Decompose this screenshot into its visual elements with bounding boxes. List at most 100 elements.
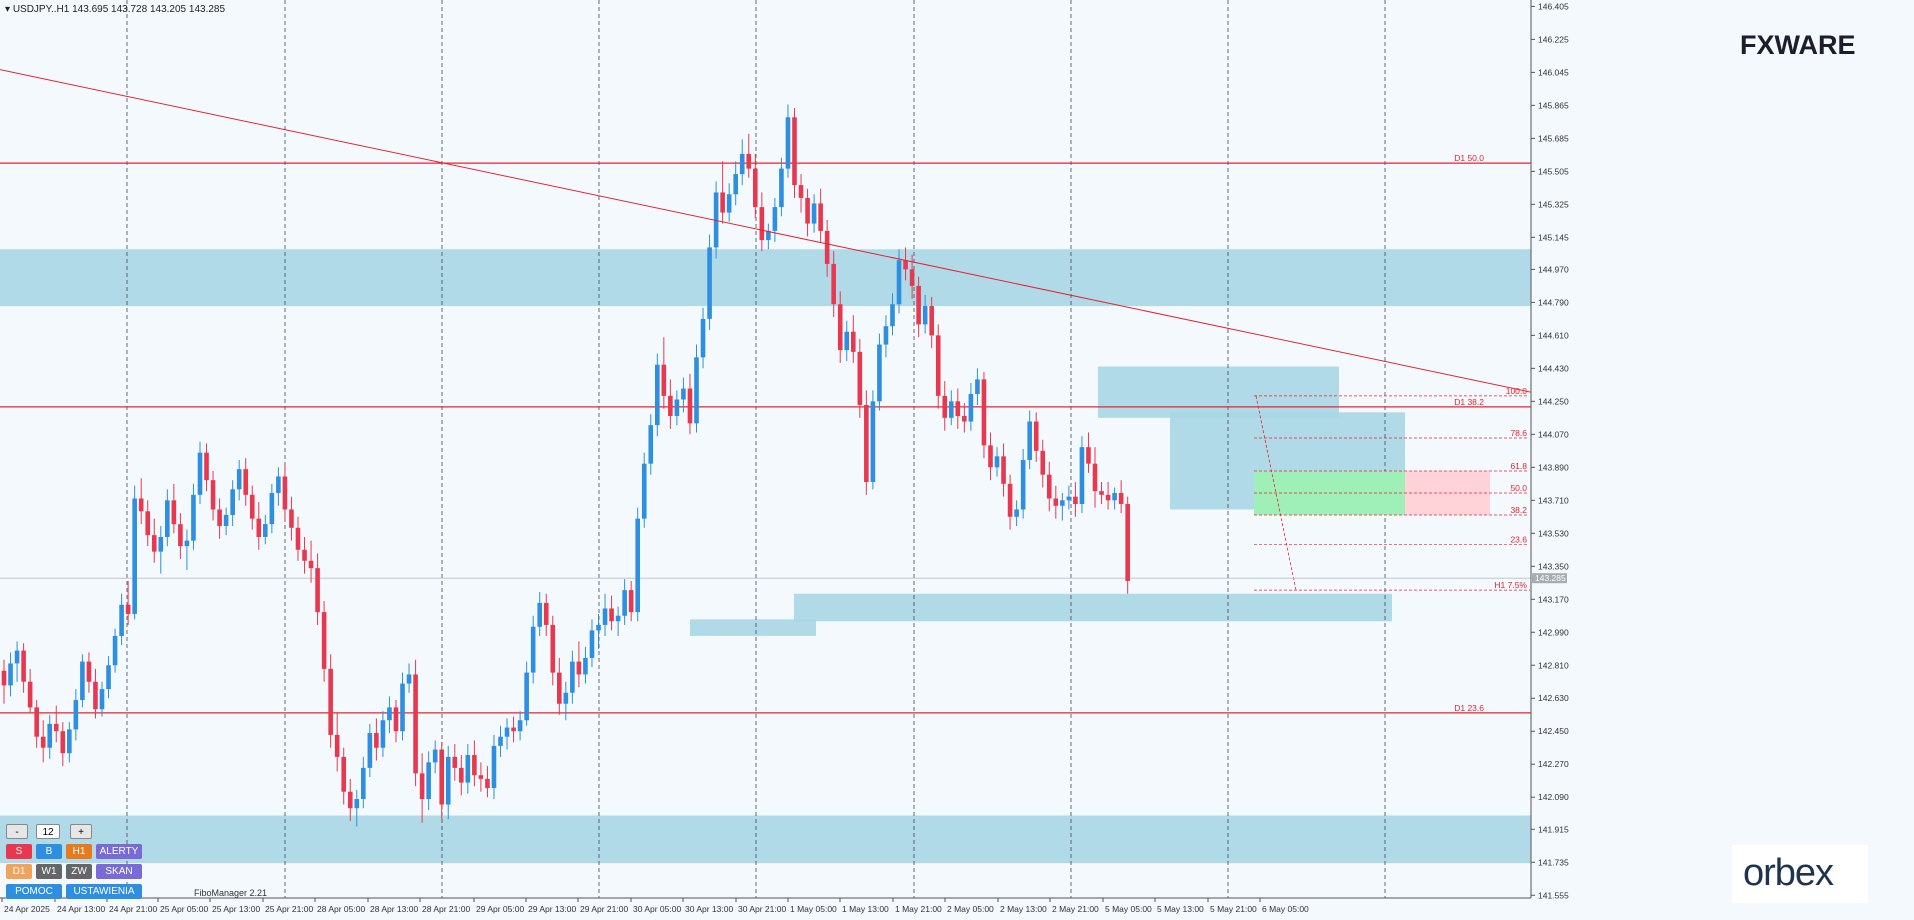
candle-body [661,364,667,396]
candle-body [1007,483,1013,517]
time-tick-label: 24 Apr 13:00 [57,904,105,914]
time-tick-label: 2 May 13:00 [1000,904,1047,914]
fibonacci-tool[interactable]: 100.0 78.6 61.8 50.0 38.2 23.6 H1 7.5% [1254,386,1530,591]
candle-body [903,260,908,270]
h1-button[interactable]: H1 [66,844,92,859]
count-field[interactable]: 12 [36,824,60,839]
candle-body [249,494,255,519]
candle-body [393,707,399,732]
collapse-triangle-icon[interactable]: ▾ [5,4,11,15]
candle-body [341,756,347,792]
candle-body [178,524,183,547]
candle-body [14,650,20,664]
candle-body [739,153,745,175]
candle-body [334,734,340,757]
candle-body [942,395,948,418]
trendline[interactable] [0,69,1532,393]
candle-body [850,331,856,352]
candle-body [1053,498,1059,506]
time-tick-label: 30 Apr 05:00 [633,904,681,914]
time-axis[interactable]: 24 Apr 2025 24 Apr 13:00 24 Apr 21:00 25 Ap… [0,897,1531,914]
alerts-button[interactable]: ALERTY [96,844,142,859]
help-button[interactable]: POMOC [6,884,62,899]
candle-body [576,661,582,675]
zw-button[interactable]: ZW [66,864,92,879]
candle-body [498,736,503,746]
candle-body [517,720,523,732]
candle-body [883,326,889,345]
increase-button[interactable]: + [70,824,92,839]
time-gridlines [126,0,1386,898]
sell-button[interactable]: S [6,844,32,859]
candle-body [406,674,412,684]
candle-body [877,344,882,402]
candle-body [896,260,902,305]
candle-body [21,650,26,682]
time-tick-label: 25 Apr 05:00 [160,904,208,914]
candle-body [583,657,588,675]
candle-body [622,590,627,616]
candle-body [635,518,641,613]
candle-body [909,269,915,286]
candle-body [400,683,405,732]
candle-body [472,755,477,776]
price-tick-label: 145.325 [1538,199,1569,209]
price-axis[interactable]: 146.405 146.225 146.045 145.865 145.685 145.5… [1530,0,1914,920]
candle-body [1125,503,1130,581]
candle-body [779,168,784,208]
price-tick-label: 143.890 [1538,462,1569,472]
candle-body [641,463,647,519]
candle-body [543,602,549,625]
candle-body [60,731,66,754]
candle-body [988,445,993,468]
candle-body [413,674,418,774]
candle-body [687,388,693,424]
candle-body [596,624,601,631]
candle-body [766,230,771,241]
candle-body [674,399,680,417]
orbex-logo: orbex [1743,852,1834,894]
candle-body [191,494,196,541]
price-tick-label: 144.250 [1538,396,1569,406]
candle-body [132,498,137,614]
price-tick-label: 144.970 [1538,264,1569,274]
candle-body [223,514,229,526]
candle-body [47,723,53,748]
candle-body [27,681,33,708]
candle-body [1040,450,1046,475]
candle-body [289,509,294,528]
candle-body [256,518,262,537]
price-tick-label: 146.225 [1538,34,1569,44]
candle-body [1020,459,1026,510]
candle-body [426,762,431,800]
candle-body [563,692,569,704]
candle-body [981,379,987,446]
settings-button[interactable]: USTAWIENIA [66,884,142,899]
d1-button[interactable]: D1 [6,864,32,879]
fxware-logo: FXWARE [1740,30,1856,60]
time-tick-label: 1 May 05:00 [790,904,837,914]
candle-body [668,395,673,417]
candle-body [1046,474,1052,499]
w1-button[interactable]: W1 [36,864,62,879]
candle-body [648,425,654,464]
scan-button[interactable]: SKAN [96,864,142,879]
candle-body [315,568,320,613]
supply-demand-zones [0,249,1531,864]
candle-body [1033,421,1039,451]
time-tick-label: 1 May 13:00 [842,904,889,914]
time-tick-label: 25 Apr 13:00 [212,904,260,914]
trendline-group[interactable] [0,69,1532,393]
price-tick-label: 144.610 [1538,330,1569,340]
horizontal-levels[interactable]: D1 50.0 D1 38.2 D1 23.6 [0,153,1531,714]
decrease-button[interactable]: - [6,824,28,839]
time-tick-label: 25 Apr 21:00 [265,904,313,914]
candle-body [837,304,843,351]
time-tick-label: 2 May 05:00 [947,904,994,914]
candle-body [269,492,275,525]
candle-body [694,357,699,424]
buy-button[interactable]: B [36,844,62,859]
candle-body [347,791,353,809]
